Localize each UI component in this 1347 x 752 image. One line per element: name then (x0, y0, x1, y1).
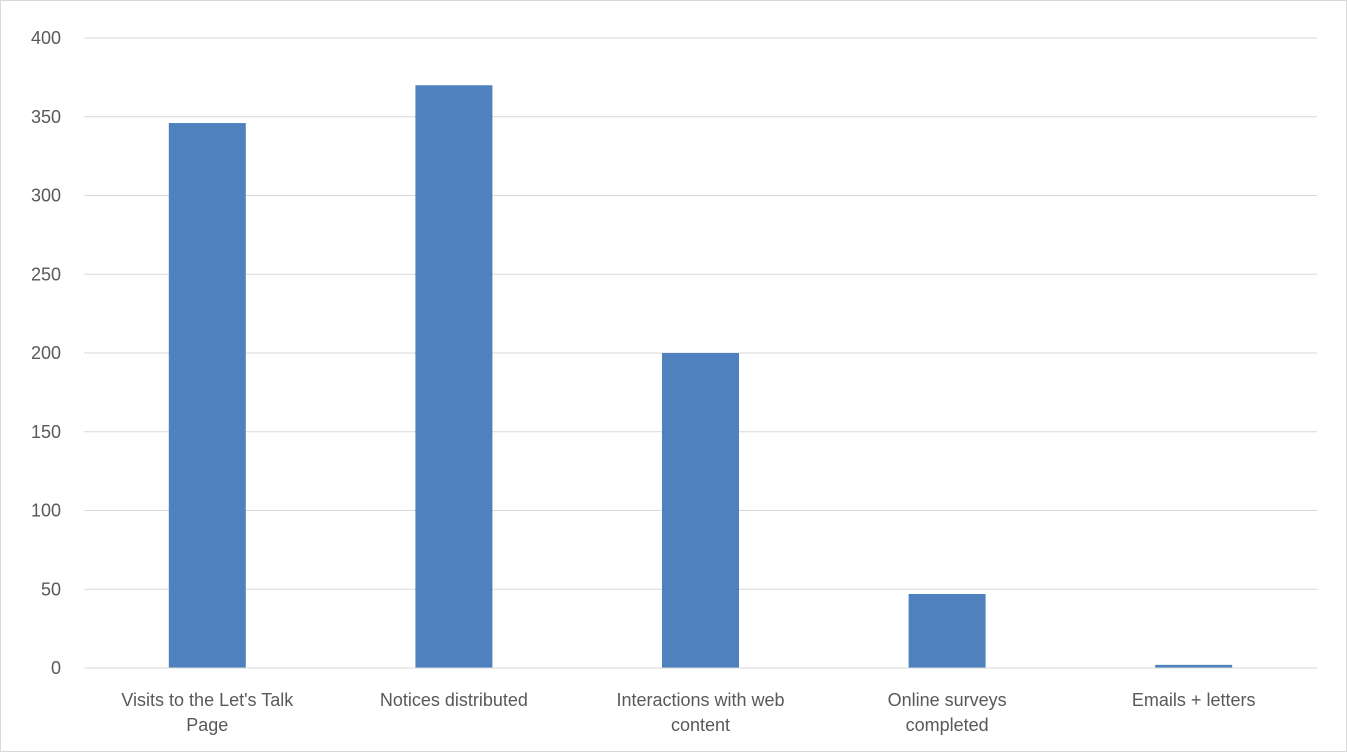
bar-2 (415, 85, 493, 668)
y-tick-label: 100 (31, 501, 61, 521)
x-category-label: Page (186, 715, 228, 735)
y-tick-label: 50 (41, 579, 61, 599)
bar-4 (908, 593, 986, 668)
x-category-label: content (671, 715, 730, 735)
y-tick-label: 400 (31, 28, 61, 48)
grid-lines (84, 37, 1317, 590)
y-axis-tick-labels: 0 50 100 150 200 250 300 350 400 (31, 28, 61, 678)
bar-5 (1155, 664, 1233, 668)
y-tick-label: 250 (31, 264, 61, 284)
y-tick-label: 300 (31, 186, 61, 206)
y-tick-label: 200 (31, 343, 61, 363)
y-tick-label: 150 (31, 422, 61, 442)
bar-1 (168, 123, 246, 669)
x-category-label: Notices distributed (380, 690, 528, 710)
x-category-label: completed (906, 715, 989, 735)
bar-3 (662, 353, 739, 668)
y-tick-label: 350 (31, 107, 61, 127)
x-category-label: Interactions with web (616, 690, 784, 710)
x-category-label: Visits to the Let's Talk (121, 690, 294, 710)
x-category-label: Emails + letters (1132, 690, 1256, 710)
x-axis-category-labels: Visits to the Let's Talk Page Notices dist… (121, 690, 1255, 735)
bars (168, 85, 1233, 669)
y-tick-label: 0 (51, 658, 61, 678)
x-category-label: Online surveys (888, 690, 1007, 710)
